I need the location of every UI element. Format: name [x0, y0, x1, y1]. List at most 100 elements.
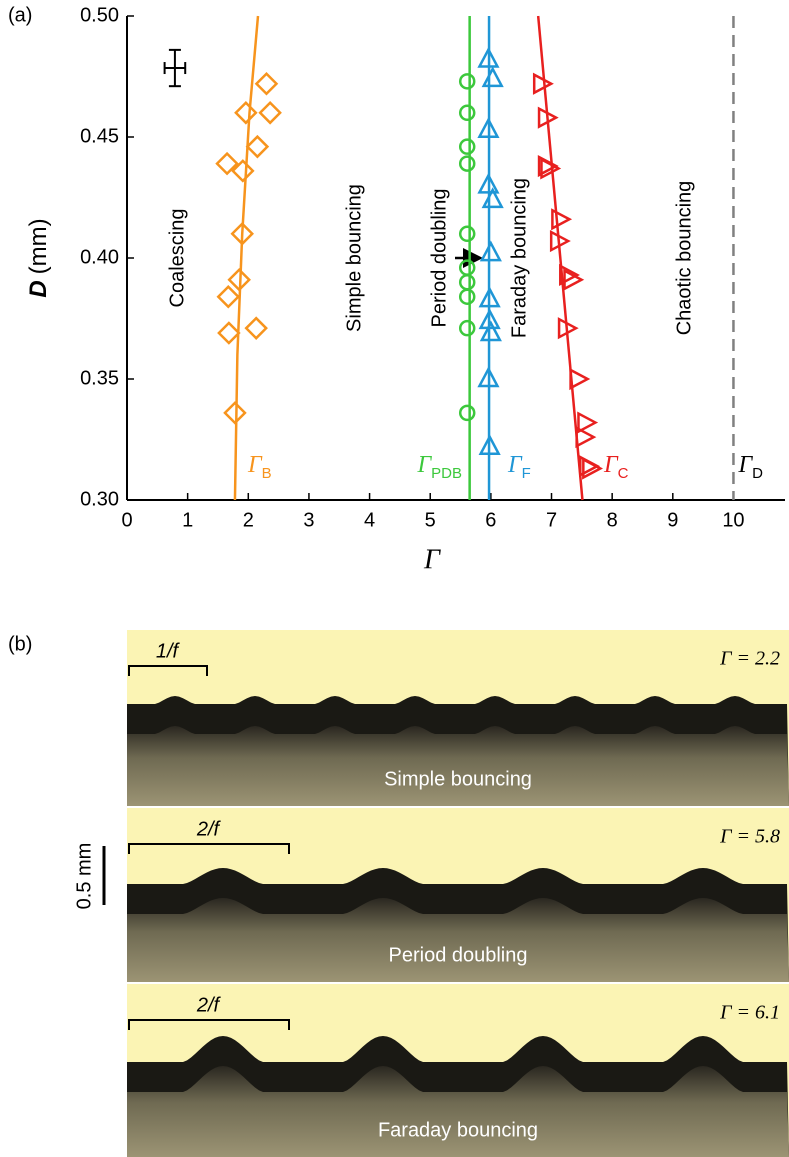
- x-tick-label: 3: [303, 509, 314, 531]
- data-point: [458, 225, 476, 243]
- data-point: [481, 187, 504, 209]
- series-name: Γ: [507, 452, 523, 478]
- series-label: ΓC: [603, 452, 629, 482]
- period-bar: [128, 665, 208, 676]
- data-point: [479, 240, 502, 262]
- period-label: 1/f: [156, 640, 181, 662]
- series-label: ΓB: [247, 452, 272, 482]
- y-axis-unit: (mm): [25, 218, 52, 274]
- bath-reflection: [127, 1066, 789, 1157]
- threshold-name: Γ: [737, 452, 753, 478]
- regime-label: Period doubling: [389, 944, 528, 966]
- series-subscript: PDB: [431, 465, 462, 482]
- series-subscript: B: [262, 465, 272, 482]
- regime-label: Simple bouncing: [384, 768, 532, 790]
- x-tick-label: 8: [607, 509, 618, 531]
- data-point: [231, 159, 255, 183]
- data-point: [458, 73, 476, 90]
- y-tick-label: 0.50: [80, 4, 119, 26]
- x-tick-label: 2: [243, 509, 254, 531]
- data-point: [557, 317, 579, 340]
- data-point: [458, 104, 476, 122]
- y-axis-symbol: D: [25, 280, 52, 297]
- data-point: [478, 286, 501, 308]
- data-point: [215, 151, 239, 176]
- data-point: [551, 208, 573, 231]
- fit-line: [536, 15, 584, 501]
- x-tick-label: 9: [667, 509, 678, 531]
- bath-reflection: [127, 898, 789, 982]
- data-point: [540, 157, 562, 180]
- data-point: [458, 319, 476, 337]
- x-tick-label: 7: [546, 509, 557, 531]
- x-tick-label: 10: [722, 509, 744, 531]
- data-point: [577, 411, 599, 434]
- data-point: [458, 288, 476, 305]
- data-point: [563, 268, 585, 291]
- threshold-label: ΓD: [737, 452, 763, 482]
- data-point: [245, 134, 270, 159]
- gamma-label: Γ = 6.1: [719, 1002, 780, 1024]
- data-point: [477, 46, 500, 68]
- gamma-label: Γ = 2.2: [719, 648, 780, 670]
- data-point: [537, 106, 559, 129]
- data-point: [559, 263, 580, 287]
- bath-reflection: [127, 726, 789, 806]
- data-point: [216, 284, 241, 309]
- data-point: [254, 71, 279, 96]
- data-point: [549, 229, 571, 253]
- data-point: [478, 434, 501, 456]
- data-point: [458, 273, 476, 291]
- x-tick-label: 1: [182, 509, 193, 531]
- data-point: [477, 172, 500, 194]
- data-point: [481, 66, 504, 88]
- data-point: [227, 268, 251, 292]
- data-point: [458, 259, 476, 276]
- series-name: Γ: [417, 452, 433, 478]
- x-axis-title: Γ: [423, 544, 441, 575]
- data-point: [582, 457, 604, 480]
- panel-label: (a): [8, 4, 32, 26]
- series-subscript: C: [618, 465, 629, 482]
- data-point: [569, 367, 591, 391]
- period-label: 2/f: [196, 818, 222, 840]
- data-point: [244, 316, 268, 340]
- panel-label: (b): [8, 633, 32, 655]
- region-label: Faraday bouncing: [508, 178, 530, 338]
- scale-bar-label: 0.5 mm: [73, 843, 95, 910]
- data-point: [532, 72, 554, 95]
- period-bar: [128, 843, 290, 854]
- x-tick-label: 5: [425, 509, 436, 531]
- data-point: [230, 222, 254, 246]
- series-subscript: F: [522, 465, 531, 482]
- data-point: [458, 155, 476, 172]
- data-point: [217, 321, 241, 345]
- y-axis-title: D (mm): [25, 218, 52, 297]
- x-tick-label: 6: [485, 509, 496, 531]
- y-tick-label: 0.35: [80, 367, 119, 389]
- data-point: [223, 401, 247, 425]
- gamma-label: Γ = 5.8: [719, 826, 780, 848]
- x-tick-label: 4: [364, 509, 375, 531]
- region-label: Period doubling: [428, 189, 450, 328]
- data-point: [479, 320, 502, 342]
- data-point: [258, 101, 282, 125]
- data-point: [458, 404, 476, 422]
- series-label: ΓPDB: [417, 452, 463, 482]
- fit-line: [233, 15, 260, 501]
- data-point: [477, 366, 500, 388]
- y-tick-label: 0.40: [80, 246, 119, 268]
- data-point: [234, 101, 258, 125]
- y-tick-label: 0.45: [80, 125, 119, 147]
- data-point: [458, 138, 476, 155]
- series-name: Γ: [603, 452, 619, 478]
- regime-label: Faraday bouncing: [378, 1119, 538, 1141]
- series-label: ΓF: [507, 452, 531, 482]
- data-point: [477, 117, 500, 138]
- period-bar: [128, 1019, 290, 1030]
- x-tick-label: 0: [121, 509, 132, 531]
- data-point: [575, 426, 597, 449]
- y-tick-label: 0.30: [80, 488, 119, 510]
